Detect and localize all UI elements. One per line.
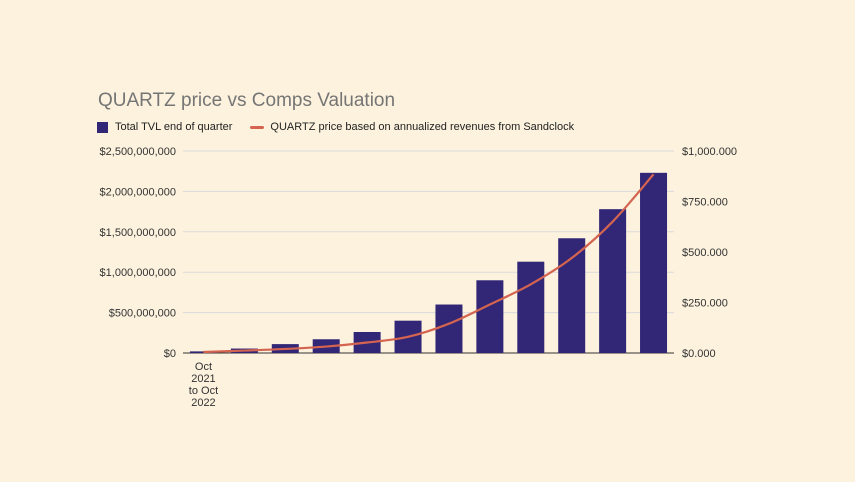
chart-title: QUARTZ price vs Comps Valuation [98, 90, 396, 111]
bar [435, 304, 463, 353]
x-axis-tick: 2021 [191, 373, 215, 385]
left-axis-tick: $0 [164, 348, 176, 360]
legend-item-tvl: Total TVL end of quarter [97, 121, 232, 133]
left-axis-tick: $500,000,000 [109, 308, 176, 320]
left-axis-tick: $2,000,000,000 [100, 186, 176, 198]
legend-item-price: QUARTZ price based on annualized revenue… [250, 121, 574, 133]
right-axis-tick: $0.000 [682, 348, 716, 360]
bar [640, 172, 668, 353]
legend-label-price: QUARTZ price based on annualized revenue… [270, 121, 575, 133]
left-axis-tick: $1,500,000,000 [100, 227, 176, 239]
legend-line-swatch [250, 125, 265, 129]
right-axis-tick: $750.000 [682, 197, 728, 209]
legend-label-tvl: Total TVL end of quarter [115, 121, 233, 133]
bar [558, 238, 586, 353]
right-axis-tick: $250.000 [682, 298, 728, 310]
x-axis-tick: Oct [195, 361, 212, 373]
series-line [203, 173, 655, 354]
x-axis-tick: 2022 [191, 397, 215, 409]
bar [517, 261, 545, 353]
left-axis-tick: $1,000,000,000 [100, 267, 176, 279]
legend-bar-swatch [97, 121, 108, 133]
right-axis-tick: $1,000.000 [682, 146, 737, 158]
bar [189, 351, 217, 353]
left-axis-tick: $2,500,000,000 [100, 146, 176, 158]
right-axis-tick: $500.000 [682, 247, 728, 259]
legend: Total TVL end of quarter QUARTZ price ba… [97, 121, 592, 133]
x-axis-tick: to Oct [189, 385, 218, 397]
bar [476, 280, 504, 353]
bar [599, 209, 627, 353]
